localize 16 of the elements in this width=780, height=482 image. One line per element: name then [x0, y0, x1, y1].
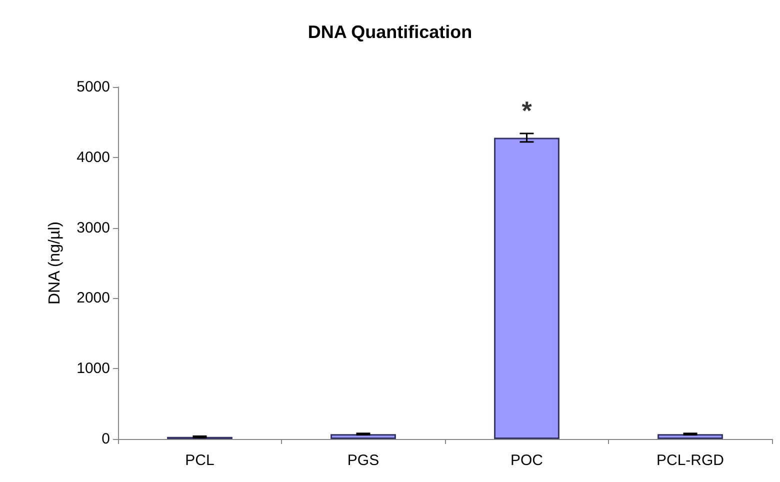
- y-tick-label: 4000: [76, 148, 110, 166]
- y-tick-label: 5000: [76, 78, 110, 96]
- x-tick-label: PGS: [347, 452, 380, 469]
- chart-title: DNA Quantification: [308, 22, 472, 42]
- y-tick-label: 3000: [76, 219, 110, 236]
- x-tick-label: POC: [510, 452, 544, 469]
- bar: [330, 434, 396, 439]
- x-tick-label: PCL: [185, 452, 214, 469]
- y-axis-title: DNA (ng/µl): [46, 221, 64, 305]
- x-tick-label: PCL-RGD: [656, 452, 724, 469]
- y-tick-label: 1000: [76, 360, 110, 378]
- annotation: *: [522, 96, 533, 126]
- bar: [658, 434, 723, 439]
- y-tick-label: 0: [102, 430, 110, 448]
- y-tick-label: 2000: [76, 290, 110, 307]
- bar: [494, 138, 560, 439]
